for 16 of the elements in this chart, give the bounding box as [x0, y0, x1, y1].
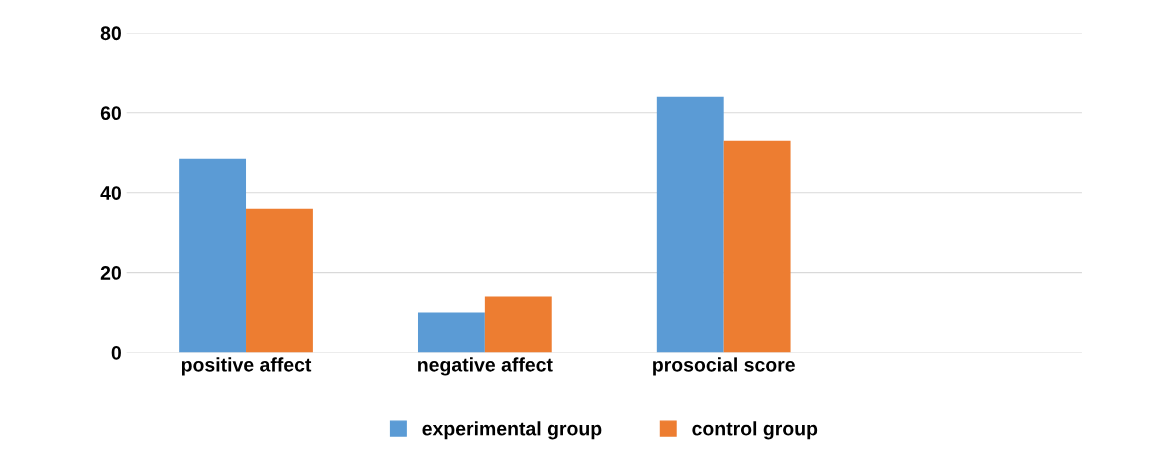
legend-label: control group [692, 421, 818, 440]
legend-label: experimental group [422, 421, 602, 440]
y-tick-label: 0 [111, 345, 121, 360]
y-tick-label: 60 [100, 106, 121, 121]
y-tick-label: 40 [100, 186, 121, 200]
bar [723, 140, 791, 353]
bar [179, 158, 247, 353]
x-tick-label: negative affect [418, 357, 553, 376]
y-tick-label: 20 [100, 266, 121, 280]
bar [484, 296, 552, 353]
bar [246, 208, 313, 353]
bar [417, 312, 485, 353]
bar [656, 96, 724, 353]
y-tick-label: 80 [100, 26, 121, 41]
x-tick-label: prosocial score [653, 357, 795, 376]
x-tick-label: positive affect [181, 357, 312, 376]
